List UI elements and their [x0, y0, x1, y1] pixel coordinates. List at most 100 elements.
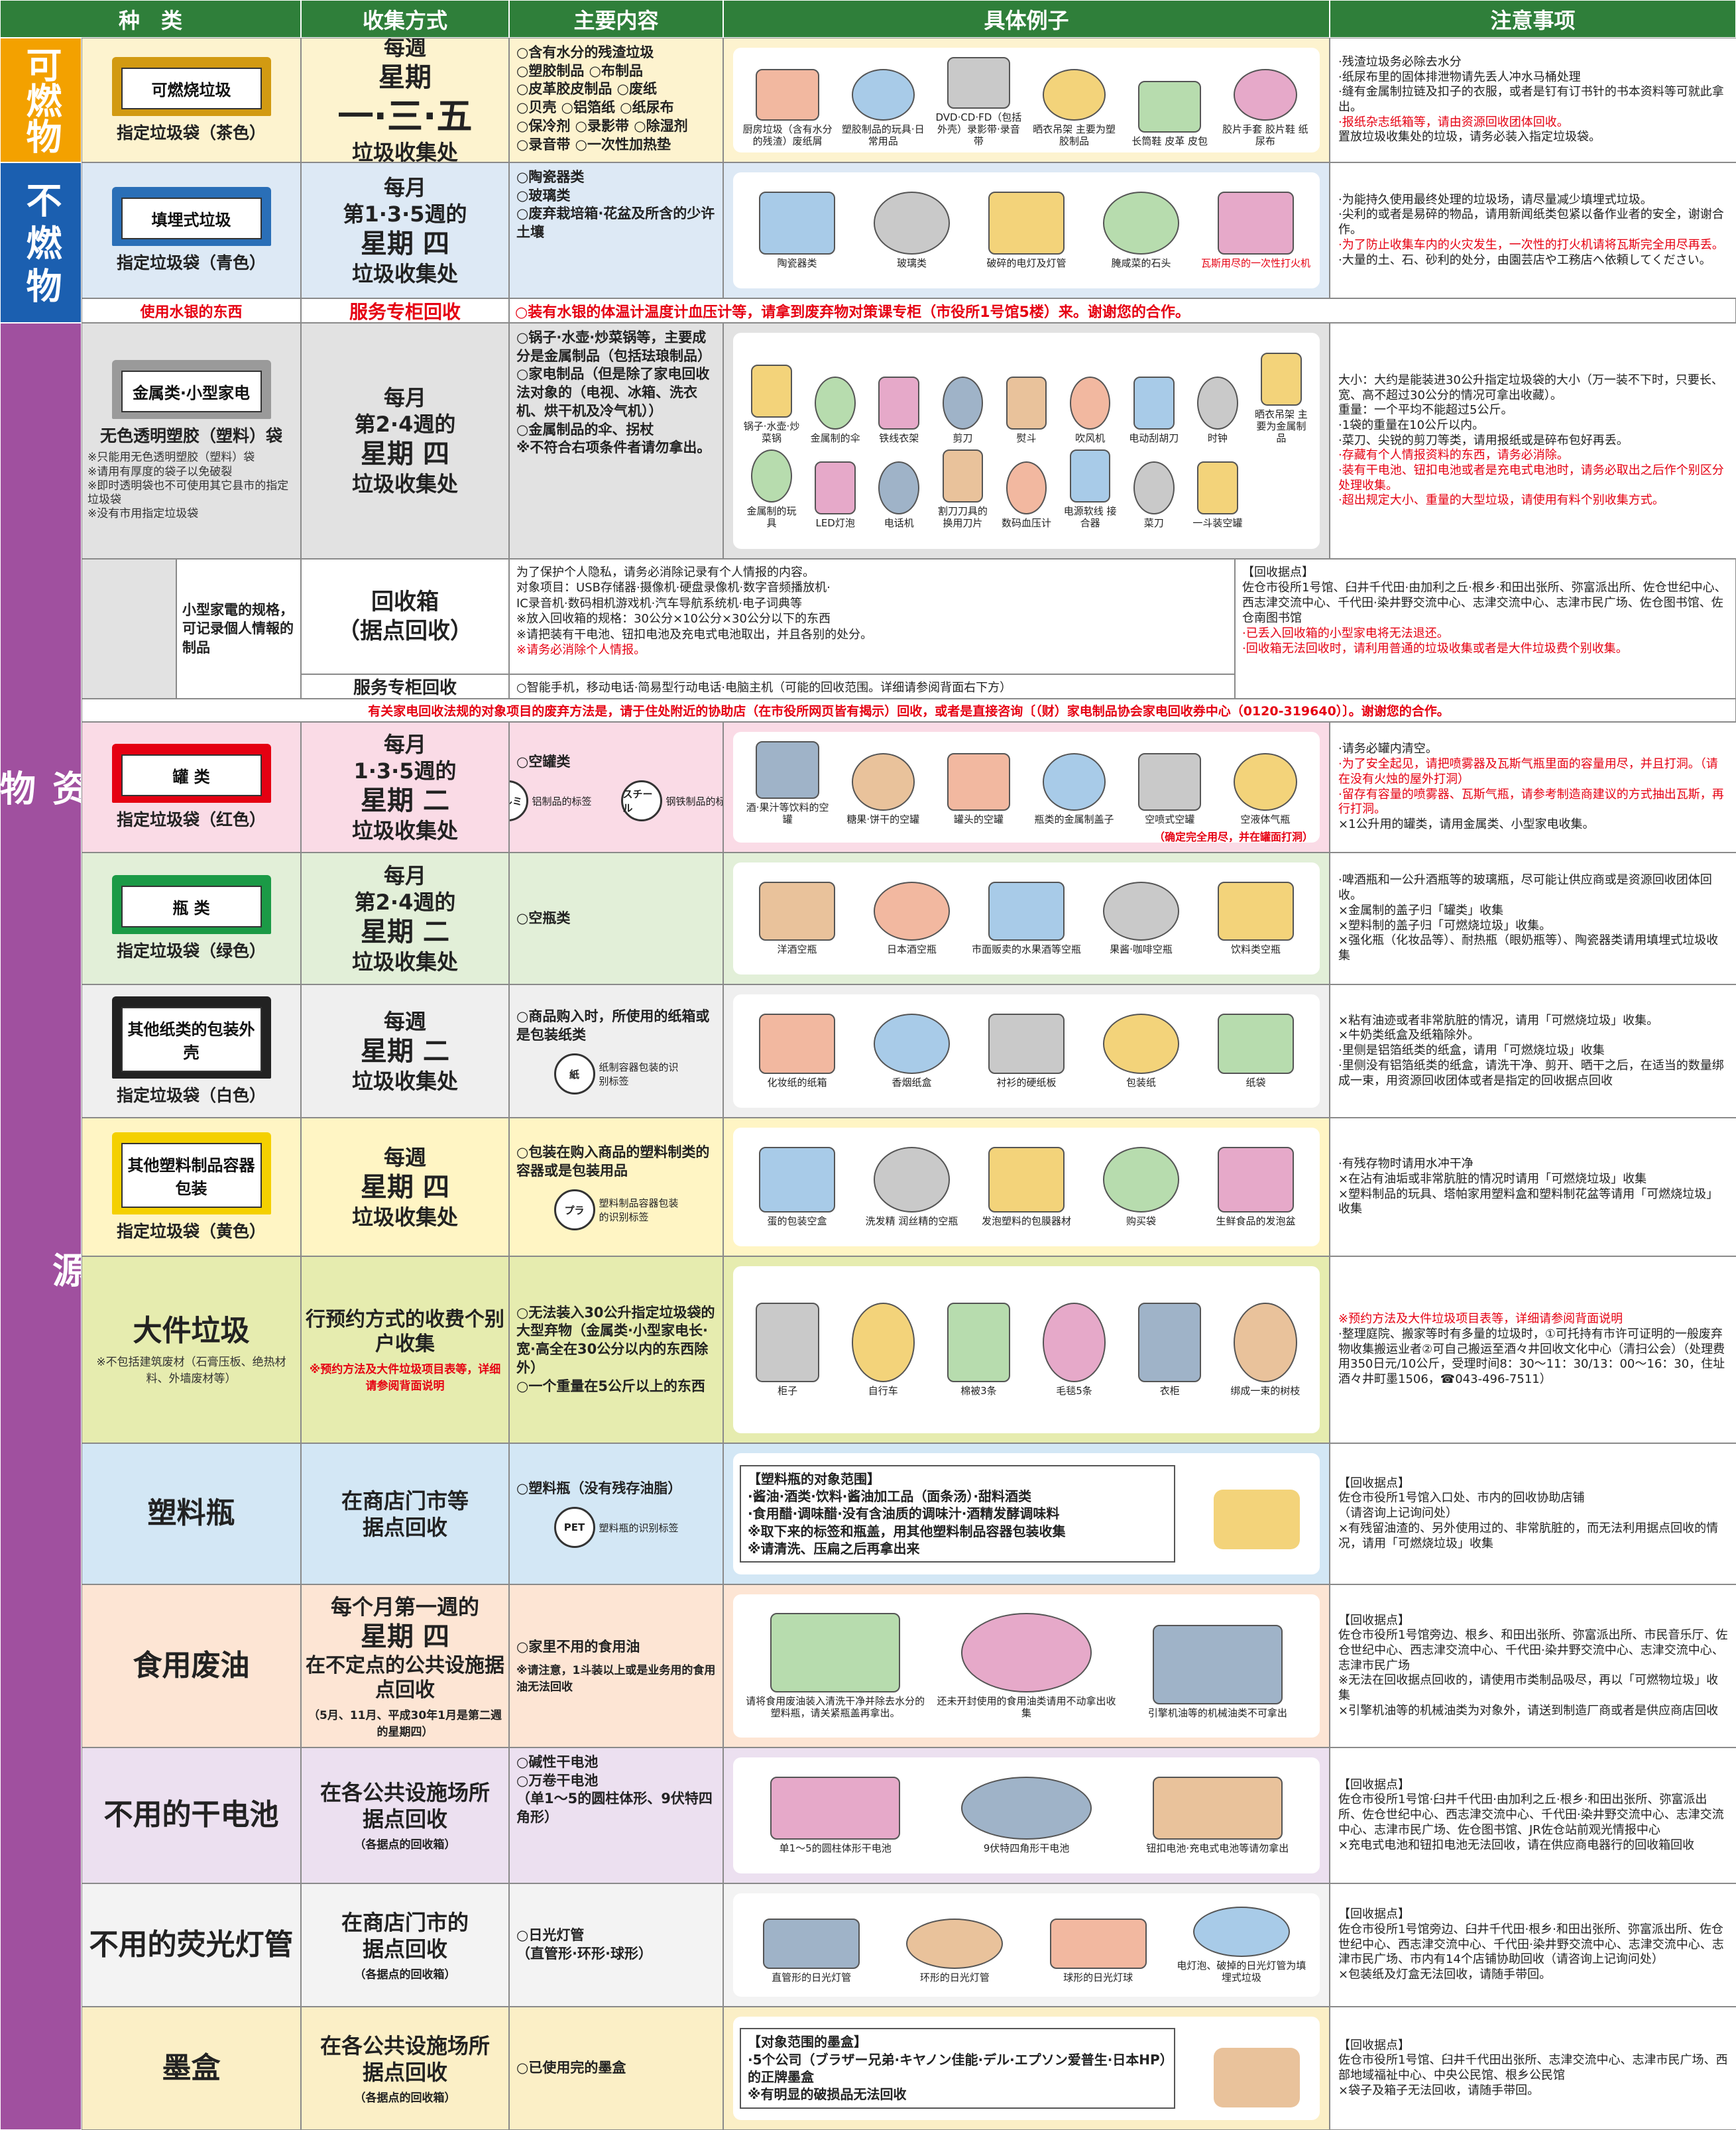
example-item: DVD·CD·FD（包括外壳）录影带·录音带 — [931, 54, 1026, 150]
mark-label: 钢铁制品的标签 — [665, 795, 723, 807]
schedule-line: 据点回收 — [362, 1936, 447, 1962]
illustration — [1069, 377, 1111, 430]
note: ×1公升用的罐类，请用金属类、小型家电收集。 — [1338, 817, 1595, 831]
example-item: 剪刀 — [931, 374, 994, 447]
example-caption: 电灯泡、破掉的日光灯管为填埋式垃圾 — [1177, 1960, 1306, 1983]
notes-cell: ·有残存物时请用水冲干净 ×在沾有油垢或非常肮脏的情况时请用「可燃烧垃圾」收集 ×塑… — [1330, 1118, 1736, 1256]
banner-cell: 有关家电回收法规的对象项目的废弃方法是，请于住处附近的协助店（在市役所网页皆有揭… — [82, 699, 1736, 722]
schedule-note: （各据点的回收箱） — [354, 1968, 456, 1982]
illustration — [751, 365, 792, 418]
example-caption: 日本酒空瓶 — [886, 943, 937, 955]
notes: 大小：大约是能装进30公升指定垃圾袋的大小（万一装不下时，只要长、宽、高不超过3… — [1338, 373, 1728, 509]
example-item: 毛毯5条 — [1026, 1300, 1122, 1399]
example-item: 锅子·水壶·炒菜锅 — [740, 362, 803, 447]
illustration — [1102, 1014, 1180, 1074]
contents-line: ○已使用完的墨盒 — [516, 2060, 626, 2076]
text-line: 对象项目：USB存储器·摄像机·硬盘录像机·数字音频播放机· — [516, 581, 831, 595]
contents-line: ○空罐类 — [516, 753, 571, 770]
example-caption: 菜刀 — [1143, 517, 1164, 529]
example-caption: 电动刮胡刀 — [1129, 432, 1179, 444]
bag-name: 指定垃圾袋（白色） — [116, 1085, 266, 1105]
illustration — [1102, 882, 1180, 941]
example-item: 化妆纸的纸箱 — [740, 1011, 854, 1091]
example-item: 电动刮胡刀 — [1122, 374, 1186, 447]
note: ·为了防止收集车内的火灾发生，一次性的打火机请将瓦斯完全用尽再丢。 — [1338, 237, 1724, 252]
illustration — [988, 1147, 1065, 1213]
contents-line: （单1～5的圆柱体形、9伏特四角形） — [516, 1791, 713, 1826]
example-item: 果酱·咖啡空瓶 — [1084, 879, 1198, 958]
example-caption: 自行车 — [868, 1385, 898, 1397]
example-caption: 玻璃类 — [896, 257, 927, 269]
schedule-cell: 在各公共设施场所 据点回收 （各据点的回收箱） — [301, 2007, 509, 2130]
schedule-cell: 在商店门市的 据点回收 （各据点的回收箱） — [301, 1883, 509, 2007]
schedule-line: 每週 — [383, 38, 426, 61]
example-item: 生鲜食品的发泡盆 — [1198, 1144, 1313, 1230]
example-item: 电话机 — [867, 459, 931, 532]
contents-cell: ○空罐类アルミ铝制品的标签スチール钢铁制品的标签 — [509, 722, 723, 853]
mark-symbol: アルミ — [510, 780, 528, 822]
mark-label: 铝制品的标签 — [532, 795, 592, 807]
note: ×有残留油渣的、另外使用过的、非常肮脏的，而无法利用据点回收的情况，请用「可燃烧… — [1338, 1521, 1719, 1551]
illustration — [758, 1147, 836, 1213]
notes: 【回收据点】 佐仓市役所1号馆入口处、市内的回收协助店铺 （请咨询上记询问处） ×有残… — [1338, 1476, 1728, 1552]
schedule-line: 每月 — [383, 731, 426, 757]
notes-cell: ·残渣垃圾务必除去水分 ·纸尿布里的固体排泄物请先丢人冲水马桶处理 ·缝有金属制拉链… — [1330, 38, 1736, 162]
example-item: 玻璃类 — [854, 189, 969, 272]
contents-line: ○碱性干电池 — [516, 1754, 599, 1770]
examples-cell: 柜子 自行车 棉被3条 毛毯5条 衣柜 绑成一束的树枝 — [723, 1256, 1330, 1443]
illustration — [988, 882, 1065, 941]
notes-cell: 【回收据点】 佐仓市役所1号馆旁边、臼井千代田·根乡·和田出张所、弥富派出所、佐仓… — [1330, 1883, 1736, 2007]
bag-note: ※只能用无色透明塑胶（塑料）袋 — [87, 451, 255, 465]
contents-cell: ○碱性干电池 ○万卷干电池 （单1～5的圆柱体形、9伏特四角形） — [509, 1747, 723, 1883]
notes: ·请务必罐内清空。 ·为了安全起见，请把喷雾器及瓦斯气瓶里面的容量用尽，并且打洞。… — [1338, 742, 1728, 833]
example-item: 蛋的包装空盒 — [740, 1144, 854, 1230]
example-item: 金属制的玩具 — [740, 447, 803, 532]
illustration — [751, 449, 792, 503]
example-box-line: ※取下来的标签和瓶盖，用其他塑料制品容器包装收集 — [748, 1523, 1066, 1539]
illustration — [1042, 1303, 1106, 1382]
group-label: 可燃物 — [20, 46, 62, 154]
text-line: ※放入回收箱的规格：30公分×10公分×30公分以下的东西 — [516, 612, 831, 626]
example-caption: 罐头的空罐 — [953, 813, 1004, 825]
example-item: 引擎机油等的机械油类不可拿出 — [1122, 1622, 1313, 1722]
note: ·菜刀、尖锐的剪刀等类，请用报纸或是碎布包好再丢。 — [1338, 433, 1629, 447]
note: ×包装纸及灯盒无法回收，请随手带回。 — [1338, 1968, 1552, 1982]
examples: 洋酒空瓶 日本酒空瓶 市面贩卖的水果酒等空瓶 果酱·咖啡空瓶 饮料类空瓶 — [740, 879, 1313, 958]
example-item: 电源软线 接合器 — [1059, 447, 1122, 532]
illustration — [878, 377, 920, 430]
illustration — [1152, 1625, 1283, 1704]
example-note: （确定完全用尽，并在罐面打洞） — [1153, 831, 1313, 843]
example-item: 金属制的伞 — [803, 374, 867, 447]
illustration — [906, 1919, 1004, 1969]
bag-label: 其他塑料制品容器包装 — [121, 1142, 262, 1208]
bag-label: 瓶 类 — [121, 886, 262, 927]
bag-name: 指定垃圾袋（黄色） — [116, 1221, 266, 1241]
illustration — [815, 461, 856, 514]
contents-cell: ○含有水分的残渣垃圾 ○塑胶制品 ○布制品 ○皮革胶皮制品 ○废纸 ○贝壳 ○铝箔纸 … — [509, 38, 723, 162]
illustration — [1102, 1147, 1180, 1213]
example-caption: 9伏特四角形干电池 — [983, 1842, 1070, 1854]
illustration — [1006, 377, 1047, 430]
mark-symbol: PET — [553, 1507, 595, 1549]
schedule-line: 垃圾收集处 — [351, 261, 458, 286]
example-item: 糖果·饼干的空罐 — [835, 750, 931, 828]
illustration — [1049, 1919, 1147, 1969]
header-cell: 注意事项 — [1330, 0, 1736, 38]
illustration — [873, 882, 951, 941]
strip-method: 服务专柜回收 — [349, 300, 461, 323]
example-caption: DVD·CD·FD（包括外壳）录影带·录音带 — [935, 111, 1022, 147]
contents-line: ○陶瓷器类 — [516, 169, 585, 185]
example-caption: 腌咸菜的石头 — [1111, 257, 1171, 269]
illustration — [961, 1777, 1092, 1840]
illustration — [1069, 449, 1111, 503]
contents-line: ○家电制品（但是除了家电回收法对象的（电视、冰箱、洗衣机、烘干机及冷气机）） — [516, 366, 710, 419]
example-caption: 空喷式空罐 — [1145, 813, 1195, 825]
contents-cell: ○商品购入时，所使用的纸箱或是包装纸类紙纸制容器包装的识别标签 — [509, 984, 723, 1118]
text-cell: 为了保护个人隐私，请务必消除记录有个人情报的内容。 对象项目：USB存储器·摄像机… — [509, 559, 1235, 674]
illustration — [851, 1303, 915, 1382]
schedule-line: 垃圾收集处 — [351, 949, 458, 975]
examples-panel: 洋酒空瓶 日本酒空瓶 市面贩卖的水果酒等空瓶 果酱·咖啡空瓶 饮料类空瓶 — [733, 862, 1320, 975]
example-item: 铁线衣架 — [867, 374, 931, 447]
illustration — [988, 192, 1065, 255]
recycle-mark: アルミ铝制品的标签 — [510, 780, 612, 822]
